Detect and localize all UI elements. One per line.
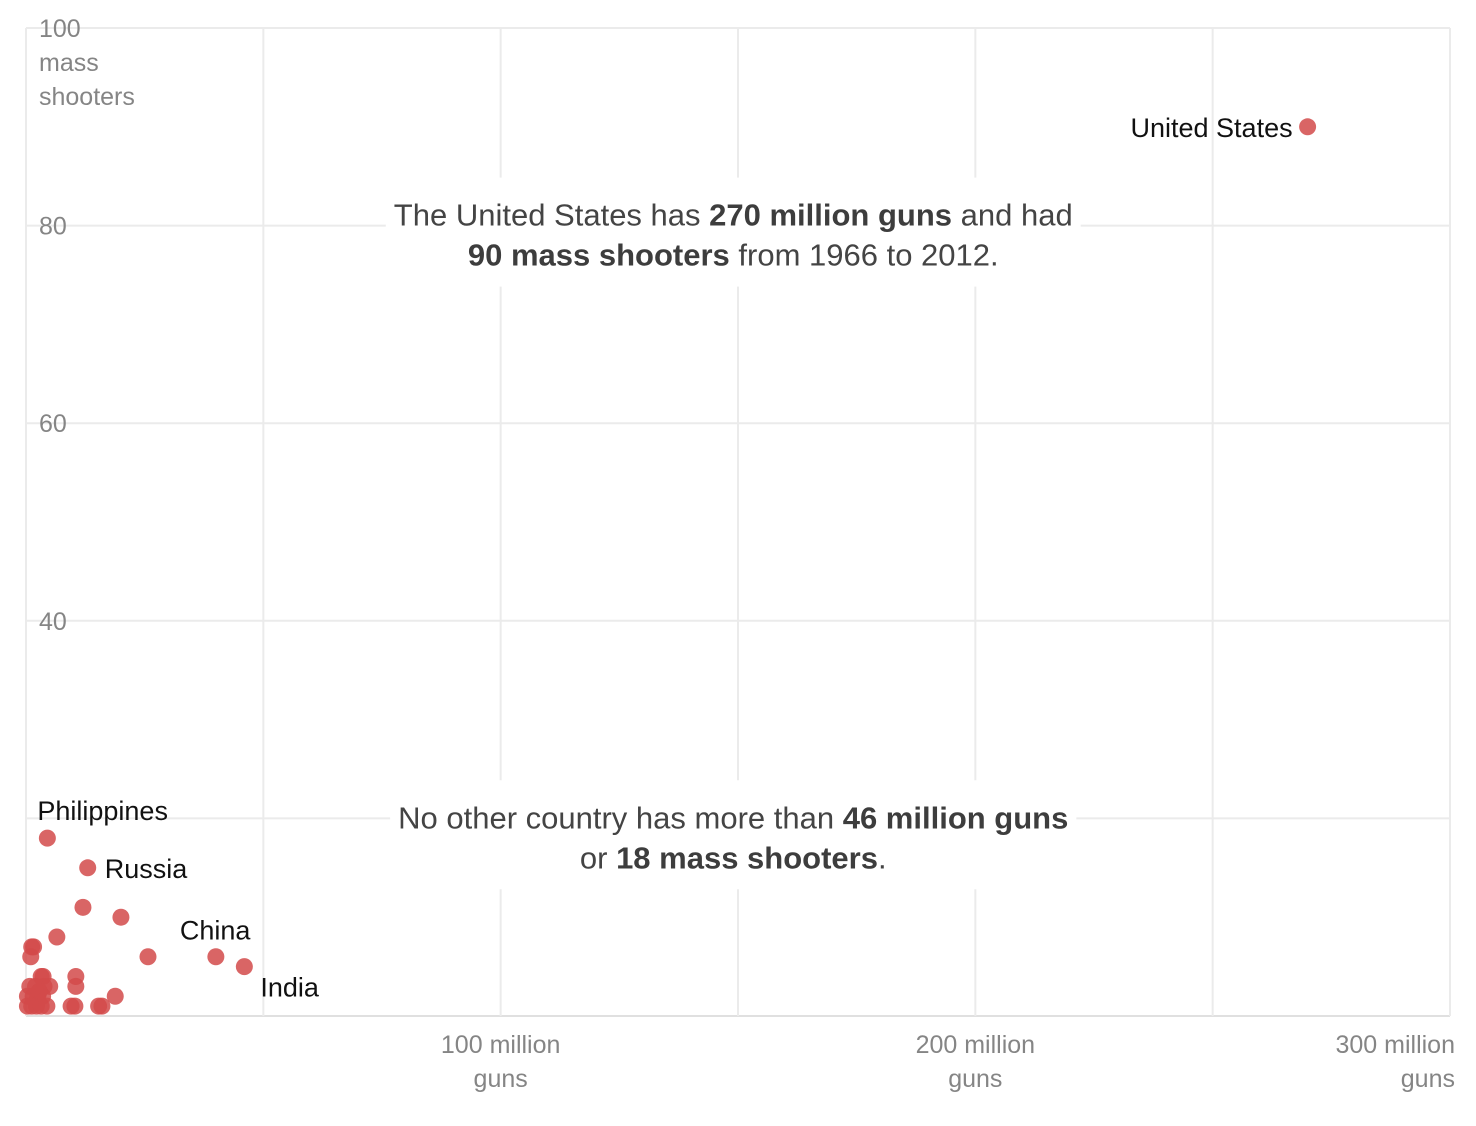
- data-point-india: [235, 958, 253, 976]
- data-point: [139, 948, 157, 966]
- data-point: [48, 928, 66, 946]
- annotation-emphasis: 90 mass shooters: [468, 238, 730, 273]
- data-point: [67, 977, 85, 995]
- annotation-background: [385, 177, 1081, 287]
- y-tick-label: 60: [39, 410, 67, 438]
- annotation-text: .: [878, 840, 887, 875]
- annotation-emphasis: 18 mass shooters: [616, 840, 878, 875]
- x-axis-labels: 100 million guns 200 million guns 300 millio…: [441, 1031, 1455, 1093]
- x-tick-unit: guns: [474, 1065, 528, 1093]
- annotation-text: from 1966 to 2012.: [730, 238, 999, 273]
- annotation-line: 90 mass shooters from 1966 to 2012.: [468, 238, 999, 273]
- x-tick-unit: guns: [1401, 1065, 1455, 1093]
- annotation-us-note: The United States has 270 million guns a…: [385, 177, 1081, 287]
- country-label: Philippines: [37, 796, 168, 826]
- data-point: [93, 997, 111, 1015]
- x-tick-unit: guns: [948, 1065, 1002, 1093]
- annotations: The United States has 270 million guns a…: [385, 177, 1081, 890]
- data-point: [22, 948, 40, 966]
- annotation-emphasis: 46 million guns: [843, 800, 1069, 835]
- x-tick-label: 200 million: [916, 1031, 1036, 1059]
- annotation-line: The United States has 270 million guns a…: [394, 198, 1073, 233]
- annotation-emphasis: 270 million guns: [709, 198, 952, 233]
- annotation-text: or: [580, 840, 616, 875]
- data-point: [74, 898, 92, 916]
- data-point: [38, 997, 56, 1015]
- y-axis-labels: 100 mass shooters 80 60 40: [39, 15, 135, 636]
- annotation-others-note: No other country has more than 46 millio…: [390, 780, 1077, 890]
- data-point: [112, 908, 130, 926]
- data-point: [66, 997, 84, 1015]
- annotation-background: [390, 780, 1077, 890]
- annotation-text: No other country has more than: [398, 800, 843, 835]
- data-point-philippines: [38, 829, 56, 847]
- y-tick-label: 40: [39, 608, 67, 636]
- country-label: India: [260, 973, 320, 1003]
- annotation-line: No other country has more than 46 millio…: [398, 800, 1068, 835]
- y-tick-label: 100: [39, 15, 81, 43]
- country-labels: United States Philippines Russia China India: [37, 113, 1292, 1003]
- data-point-china: [207, 948, 225, 966]
- data-point-russia: [79, 859, 97, 877]
- data-point: [106, 987, 124, 1005]
- annotation-line: or 18 mass shooters.: [580, 840, 887, 875]
- data-point: [30, 982, 48, 1000]
- country-label: Russia: [105, 854, 189, 884]
- y-axis-title: shooters: [39, 83, 135, 111]
- data-points: [18, 118, 1317, 1015]
- y-tick-label: 80: [39, 213, 67, 241]
- data-point-united-states: [1299, 118, 1317, 136]
- country-label: United States: [1131, 113, 1293, 143]
- annotation-text: The United States has: [394, 198, 709, 233]
- annotation-text: and had: [952, 198, 1073, 233]
- x-tick-label: 300 million: [1335, 1031, 1455, 1059]
- y-axis-title: mass: [39, 49, 99, 77]
- country-label: China: [180, 916, 252, 946]
- x-tick-label: 100 million: [441, 1031, 561, 1059]
